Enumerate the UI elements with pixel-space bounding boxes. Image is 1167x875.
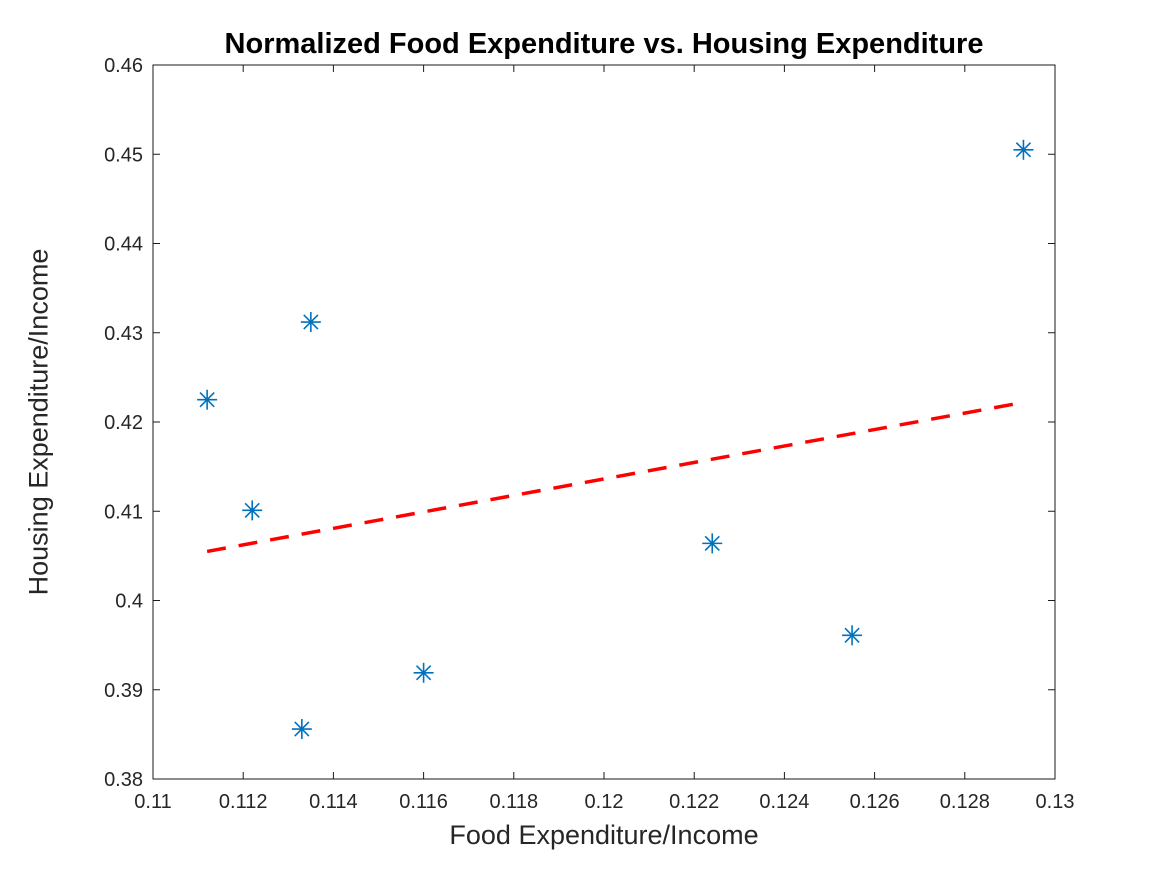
- scatter-marker-asterisk: [300, 312, 321, 333]
- marker-stroke: [303, 314, 319, 330]
- scatter-marker-asterisk: [702, 533, 723, 554]
- x-tick-label: 0.11: [134, 791, 171, 813]
- y-tick-label: 0.44: [104, 234, 143, 256]
- x-tick-label: 0.112: [219, 791, 268, 813]
- y-tick-label: 0.41: [104, 501, 143, 523]
- scatter-marker-asterisk: [1013, 139, 1034, 160]
- x-tick-label: 0.13: [1036, 791, 1075, 813]
- x-tick-label: 0.118: [490, 791, 539, 813]
- scatter-marker-asterisk: [413, 662, 434, 683]
- y-tick-label: 0.45: [104, 144, 143, 166]
- marker-stroke: [844, 627, 860, 643]
- marker-stroke: [244, 502, 260, 518]
- y-tick-label: 0.4: [115, 591, 143, 613]
- x-tick-label: 0.122: [669, 791, 719, 813]
- marker-stroke: [1015, 142, 1032, 158]
- y-tick-label: 0.46: [104, 55, 143, 77]
- scatter-marker-asterisk: [842, 625, 863, 646]
- y-tick-label: 0.42: [104, 412, 143, 434]
- x-tick-label: 0.116: [399, 791, 448, 813]
- scatter-marker-asterisk: [291, 719, 312, 740]
- x-tick-label: 0.12: [585, 791, 624, 813]
- marker-stroke: [199, 392, 215, 408]
- x-tick-label: 0.114: [309, 791, 358, 813]
- scatter-marker-asterisk: [242, 500, 263, 521]
- axes-frame: [152, 64, 1056, 780]
- x-tick-label: 0.124: [759, 791, 809, 813]
- y-tick-label: 0.38: [104, 769, 143, 791]
- marker-stroke: [415, 665, 432, 681]
- y-tick-label: 0.39: [104, 680, 143, 702]
- chart-title: Normalized Food Expenditure vs. Housing …: [224, 28, 984, 60]
- trend-line: [206, 400, 1024, 554]
- x-tick-label: 0.126: [850, 791, 900, 813]
- marker-stroke: [704, 535, 720, 552]
- marker-stroke: [294, 721, 310, 737]
- x-axis-label: Food Expenditure/Income: [449, 820, 759, 850]
- x-tick-label: 0.128: [940, 791, 990, 813]
- y-tick-label: 0.43: [104, 323, 143, 345]
- scatter-marker-asterisk: [197, 389, 218, 410]
